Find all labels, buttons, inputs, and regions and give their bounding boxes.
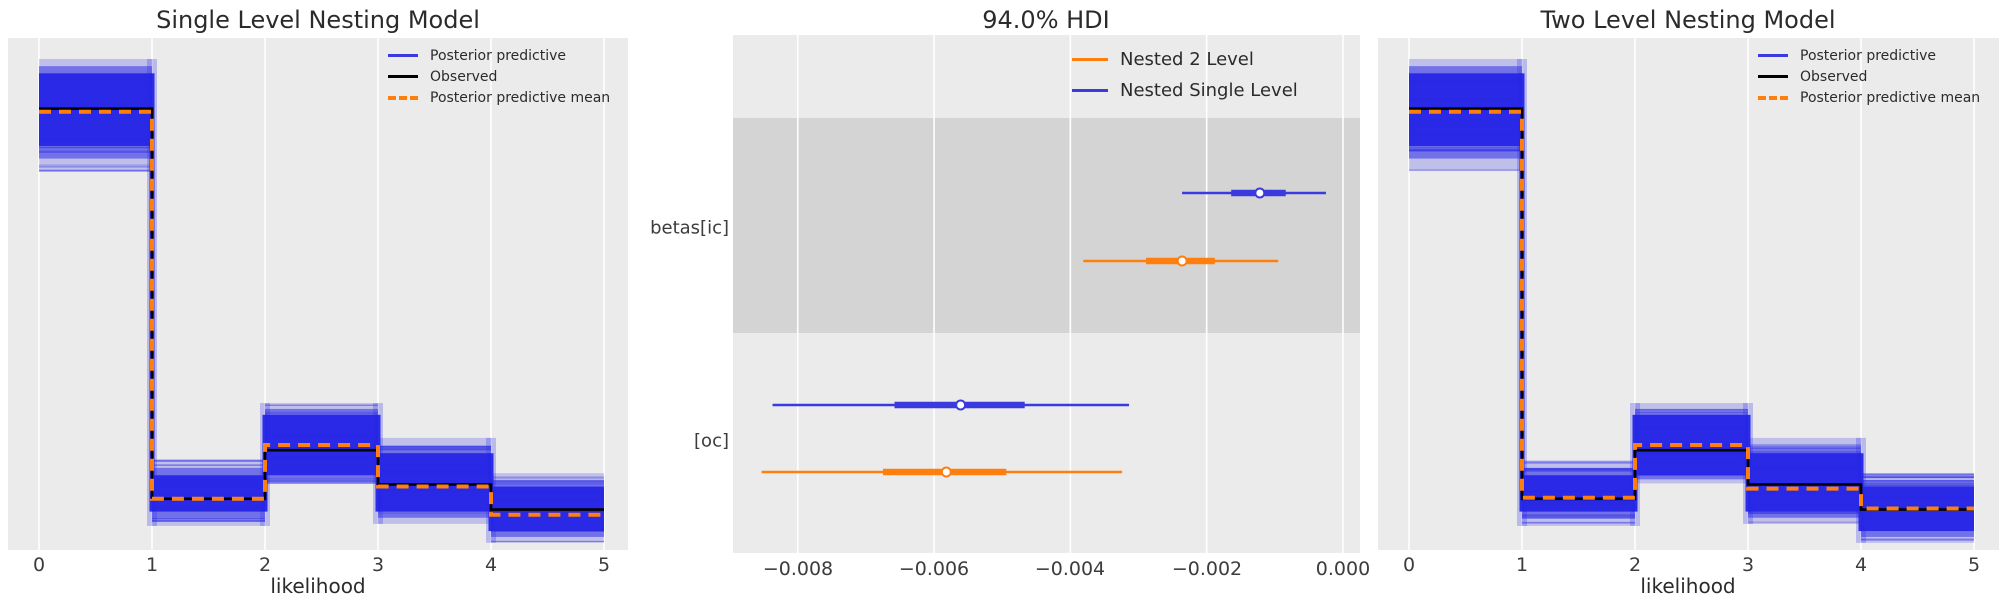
x-tick-label: 2 bbox=[1628, 554, 1642, 576]
left-plot-legend: Posterior predictive Observed Posterior pr… bbox=[388, 45, 610, 108]
legend-label: Observed bbox=[430, 68, 498, 85]
median-marker bbox=[940, 466, 952, 478]
forest-plot-area bbox=[733, 35, 1360, 553]
line-swatch-icon bbox=[1072, 89, 1108, 92]
x-tick-label: −0.002 bbox=[1171, 558, 1243, 580]
legend-label: Posterior predictive bbox=[1800, 47, 1937, 64]
legend-item: Nested 2 Level bbox=[1072, 44, 1298, 75]
left-plot-title: Single Level Nesting Model bbox=[156, 6, 480, 34]
legend-item: Posterior predictive mean bbox=[1758, 87, 1980, 108]
legend-item: Posterior predictive mean bbox=[388, 87, 610, 108]
x-tick-label: 0.000 bbox=[1315, 558, 1371, 580]
left-plot-area bbox=[8, 38, 628, 550]
right-plot-legend: Posterior predictive Observed Posterior pr… bbox=[1758, 45, 1980, 108]
x-tick-label: 5 bbox=[1967, 554, 1981, 576]
legend-label: Nested Single Level bbox=[1120, 80, 1298, 101]
forest-plot-canvas bbox=[733, 35, 1360, 553]
line-swatch-icon bbox=[1758, 54, 1788, 57]
x-tick-label: 0 bbox=[32, 554, 46, 576]
x-tick-label: 1 bbox=[1515, 554, 1529, 576]
legend-label: Posterior predictive mean bbox=[1800, 89, 1981, 106]
legend-label: Posterior predictive bbox=[430, 47, 567, 64]
median-marker bbox=[955, 399, 967, 411]
x-tick-label: 3 bbox=[371, 554, 385, 576]
right-plot-area bbox=[1378, 38, 1999, 550]
middle-plot-title: 94.0% HDI bbox=[982, 6, 1110, 34]
right-plot-canvas bbox=[1408, 38, 1975, 550]
y-tick-label-betas-ic: betas[ic] bbox=[650, 217, 729, 239]
x-tick-label: 2 bbox=[258, 554, 272, 576]
line-swatch-icon bbox=[1072, 58, 1108, 61]
line-swatch-icon bbox=[388, 75, 418, 78]
x-tick-label: −0.004 bbox=[1034, 558, 1106, 580]
median-marker bbox=[1176, 255, 1188, 267]
y-tick-label-oc: [oc] bbox=[694, 430, 729, 452]
shaded-row-band bbox=[733, 118, 1360, 333]
legend-item: Observed bbox=[1758, 66, 1980, 87]
x-tick-label: −0.006 bbox=[898, 558, 970, 580]
x-tick-label: −0.008 bbox=[762, 558, 834, 580]
legend-item: Posterior predictive bbox=[1758, 45, 1980, 66]
dashed-line-swatch-icon bbox=[1758, 95, 1788, 100]
legend-label: Observed bbox=[1800, 68, 1868, 85]
x-tick-label: 4 bbox=[484, 554, 498, 576]
legend-item: Posterior predictive bbox=[388, 45, 610, 66]
x-tick-label: 5 bbox=[597, 554, 611, 576]
legend-label: Posterior predictive mean bbox=[430, 89, 611, 106]
x-tick-label: 3 bbox=[1741, 554, 1755, 576]
forest-plot-legend: Nested 2 Level Nested Single Level bbox=[1072, 44, 1298, 106]
legend-item: Observed bbox=[388, 66, 610, 87]
line-swatch-icon bbox=[1758, 75, 1788, 78]
median-marker bbox=[1254, 187, 1266, 199]
right-xaxis-label: likelihood bbox=[1640, 574, 1736, 598]
legend-label: Nested 2 Level bbox=[1120, 49, 1254, 70]
legend-item: Nested Single Level bbox=[1072, 75, 1298, 106]
left-xaxis-label: likelihood bbox=[270, 574, 366, 598]
x-tick-label: 4 bbox=[1854, 554, 1868, 576]
x-tick-label: 1 bbox=[145, 554, 159, 576]
x-tick-label: 0 bbox=[1402, 554, 1416, 576]
right-plot-title: Two Level Nesting Model bbox=[1540, 6, 1836, 34]
left-plot-canvas bbox=[38, 38, 605, 550]
line-swatch-icon bbox=[388, 54, 418, 57]
dashed-line-swatch-icon bbox=[388, 95, 418, 100]
